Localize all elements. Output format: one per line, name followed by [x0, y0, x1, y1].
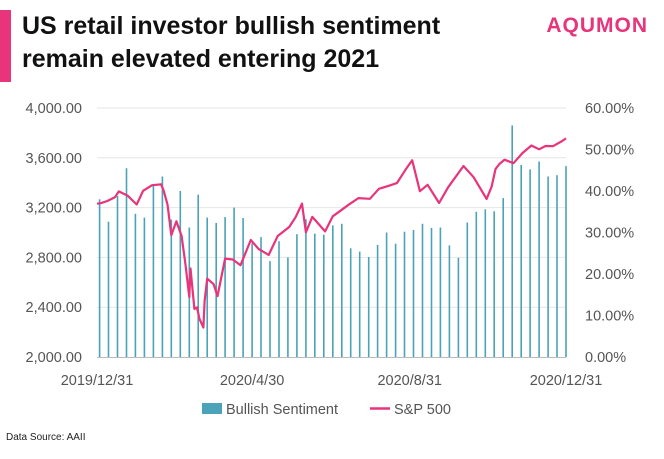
- bullish-sentiment-bar: [385, 232, 388, 357]
- data-source-note: Data Source: AAII: [6, 432, 86, 443]
- bullish-sentiment-bar: [314, 233, 316, 357]
- left-axis-tick-label: 4,000.00: [26, 101, 82, 117]
- bullish-sentiment-bar: [170, 219, 173, 357]
- bullish-sentiment-bar: [287, 257, 289, 357]
- bullish-sentiment-bar: [305, 219, 307, 357]
- right-axis-tick-label: 20.00%: [585, 267, 634, 283]
- title-accent-bar: [0, 10, 11, 82]
- bullish-sentiment-bar: [116, 196, 119, 357]
- bullish-sentiment-bar: [107, 221, 110, 357]
- bullish-sentiment-bar: [179, 191, 182, 357]
- right-axis-tick-label: 10.00%: [585, 309, 634, 325]
- bullish-sentiment-bar: [448, 245, 451, 357]
- left-axis-tick-label: 2,400.00: [26, 300, 82, 316]
- bullish-sentiment-bar: [251, 243, 253, 357]
- legend-label-sp500: S&P 500: [394, 402, 451, 418]
- brand-logo: AQUMON: [546, 14, 648, 37]
- bullish-sentiment-bar: [394, 243, 397, 357]
- left-axis-tick-label: 3,200.00: [26, 201, 82, 217]
- bullish-sentiment-bar: [233, 207, 235, 357]
- bullish-sentiment-bar: [547, 176, 549, 357]
- left-axis-tick-label: 2,000.00: [26, 350, 82, 366]
- right-axis-tick-label: 30.00%: [585, 226, 634, 242]
- bullish-sentiment-bar: [529, 169, 531, 357]
- bullish-sentiment-bar: [556, 175, 558, 357]
- bullish-sentiment-bar: [430, 227, 433, 357]
- bullish-sentiment-bar: [502, 198, 504, 357]
- bullish-sentiment-bar: [403, 231, 406, 357]
- bullish-sentiment-bar: [224, 217, 226, 357]
- legend: Bullish Sentiment S&P 500: [202, 402, 451, 418]
- chart-title-line-1: US retail investor bullish sentiment: [22, 12, 441, 40]
- bullish-sentiment-bar: [341, 223, 343, 357]
- bullish-sentiment-bar: [466, 222, 469, 357]
- bullish-sentiment-bar: [161, 176, 164, 357]
- x-axis-ticks: 2019/12/31 2020/4/30 2020/8/31 2020/12/31: [61, 373, 603, 389]
- chart-title-line-2: remain elevated entering 2021: [22, 45, 380, 73]
- right-axis-tick-label: 40.00%: [585, 184, 634, 200]
- right-axis-tick-label: 60.00%: [585, 101, 634, 117]
- bullish-sentiment-bar: [520, 164, 522, 357]
- bullish-sentiment-bar: [152, 185, 155, 357]
- bullish-sentiment-bar: [134, 213, 137, 357]
- bullish-sentiment-bar: [125, 168, 128, 357]
- bullish-sentiment-bar: [296, 234, 298, 357]
- bullish-sentiment-bar: [484, 209, 487, 357]
- bullish-sentiment-bar: [457, 257, 460, 357]
- bullish-sentiment-bar: [269, 261, 271, 357]
- bullish-sentiment-bar: [412, 230, 415, 357]
- sp500-line: [96, 137, 567, 329]
- bullish-sentiment-bar: [493, 211, 495, 357]
- bullish-sentiment-bar: [367, 257, 370, 357]
- left-axis-ticks: 2,000.00 2,400.00 2,800.00 3,200.00 3,600.00…: [26, 101, 82, 366]
- chart-title: US retail investor bullish sentiment rem…: [22, 10, 542, 76]
- x-axis-tick-label: 2020/12/31: [530, 373, 603, 389]
- x-axis-tick-label: 2019/12/31: [61, 373, 134, 389]
- bullish-sentiment-bar: [332, 225, 334, 357]
- bullish-sentiment-bar: [143, 217, 146, 357]
- bullish-sentiment-bar: [349, 248, 352, 357]
- right-axis-tick-label: 0.00%: [585, 350, 626, 366]
- bullish-sentiment-bar: [278, 241, 280, 357]
- x-axis-tick-label: 2020/4/30: [220, 373, 285, 389]
- bullish-sentiment-bar: [538, 161, 540, 357]
- bullish-sentiment-bar: [475, 211, 478, 358]
- x-axis-tick-label: 2020/8/31: [377, 373, 442, 389]
- bullish-sentiment-bar: [358, 251, 361, 357]
- left-axis-tick-label: 2,800.00: [26, 250, 82, 266]
- bullish-sentiment-bar: [242, 218, 244, 357]
- gridlines: [97, 107, 566, 308]
- bullish-sentiment-bar: [260, 237, 262, 357]
- right-axis-ticks: 0.00% 10.00% 20.00% 30.00% 40.00% 50.00% 60.00…: [585, 101, 634, 366]
- bullish-sentiment-bar: [98, 199, 101, 357]
- bullish-sentiment-bar: [565, 166, 567, 357]
- legend-label-bullish-sentiment: Bullish Sentiment: [226, 402, 338, 418]
- bullish-sentiment-bar: [511, 125, 513, 358]
- legend-swatch-bullish-sentiment: [202, 403, 222, 414]
- bullish-sentiment-bars: [98, 125, 567, 358]
- bullish-sentiment-bar: [439, 227, 442, 357]
- bullish-sentiment-bar: [421, 223, 424, 357]
- left-axis-tick-label: 3,600.00: [26, 151, 82, 167]
- bullish-sentiment-bar: [323, 234, 325, 357]
- bullish-sentiment-bar: [376, 244, 379, 357]
- bullish-sentiment-bar: [197, 194, 199, 357]
- right-axis-tick-label: 50.00%: [585, 143, 634, 159]
